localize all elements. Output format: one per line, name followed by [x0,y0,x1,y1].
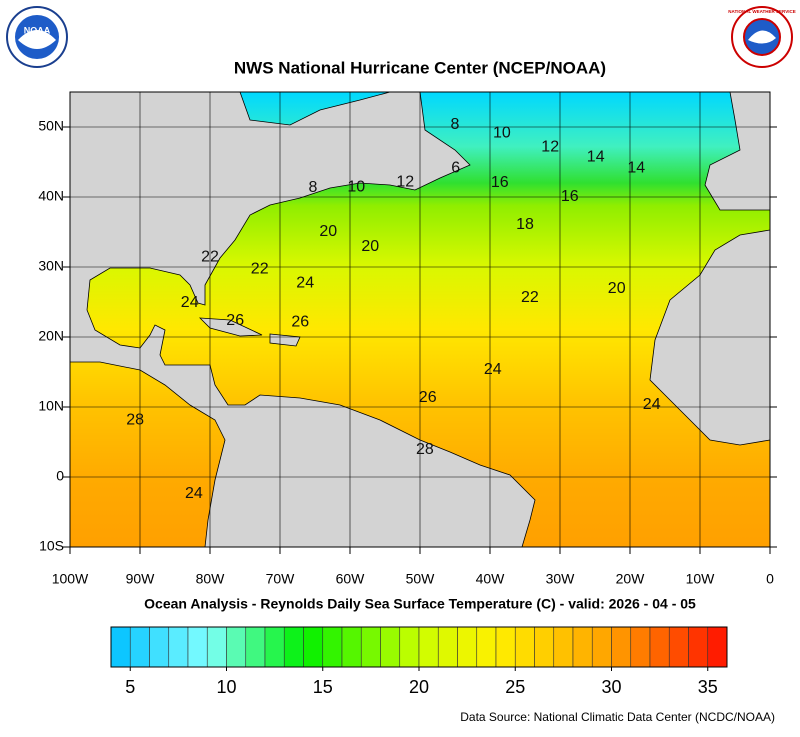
y-tick-label: 50N [38,118,64,134]
colorbar-box [649,626,670,668]
contour-label: 28 [126,412,144,429]
x-tick-label: 40W [476,571,506,587]
colorbar-tick-label: 10 [216,677,236,697]
colorbar-box [322,626,343,668]
x-tick-label: 0 [766,571,774,587]
contour-label: 12 [541,139,559,156]
colorbar-box [534,626,555,668]
x-tick-label: 90W [126,571,156,587]
x-tick-label: 70W [266,571,296,587]
y-tick-label: 20N [38,328,64,344]
land-cuba [198,317,263,337]
contour-label: 26 [291,314,309,331]
colorbar-box [303,626,324,668]
colorbar-tick-label: 30 [601,677,621,697]
noaa-logo: NOAA [6,6,68,68]
contour-label: 24 [185,485,203,502]
land-americas [70,92,536,547]
colorbar-box [514,626,535,668]
colorbar-tick-label: 35 [698,677,718,697]
colorbar-tick-label: 25 [505,677,525,697]
y-tick-label: 0 [56,468,64,484]
colorbar-box [226,626,247,668]
contour-label: 20 [361,238,379,255]
y-tick-label: 30N [38,258,64,274]
nws-logo-text: NATIONAL WEATHER SERVICE [728,9,795,14]
contour-label: 24 [643,396,661,413]
contour-label: 16 [561,188,579,205]
data-source: Data Source: National Climatic Data Cent… [460,710,775,724]
contour-label: 18 [516,216,534,233]
colorbar-box [688,626,709,668]
land-europe [704,92,770,211]
colorbar-box [360,626,381,668]
contour-label: 20 [608,280,626,297]
colorbar-box [149,626,170,668]
colorbar-box [437,626,458,668]
colorbar-box [418,626,439,668]
noaa-logo-text: NOAA [24,25,51,35]
contour-label: 22 [201,248,219,265]
colorbar-box [341,626,362,668]
contour-label: 14 [587,148,605,165]
y-tick-label: 40N [38,188,64,204]
contour-label: 20 [319,223,337,240]
x-tick-label: 60W [336,571,366,587]
contour-label: 8 [451,116,460,133]
colorbar-box [495,626,516,668]
contour-label: 10 [347,178,365,195]
colorbar-box [380,626,401,668]
x-tick-label: 20W [616,571,646,587]
contour-label: 10 [493,125,511,142]
colorbar-tick-label: 15 [313,677,333,697]
subtitle: Ocean Analysis - Reynolds Daily Sea Surf… [144,596,696,612]
colorbar-box [630,626,651,668]
colorbar-box [168,626,189,668]
contour-label: 26 [419,389,437,406]
colorbar-box [668,626,689,668]
x-tick-label: 100W [52,571,89,587]
colorbar-box [264,626,285,668]
colorbar-box [110,626,131,668]
colorbar-tick-label: 20 [409,677,429,697]
colorbar-box [129,626,150,668]
contour-label: 22 [521,289,539,306]
contour-label: 12 [396,174,414,191]
contour-label: 24 [296,274,314,291]
x-tick-label: 50W [406,571,436,587]
map-frame [69,91,771,548]
y-tick-label: 10N [38,398,64,414]
contour-label: 24 [484,361,502,378]
colorbar-box [457,626,478,668]
colorbar-box [591,626,612,668]
colorbar-box [245,626,266,668]
contour-label: 6 [451,160,460,177]
contour-label: 22 [251,260,269,277]
colorbar-box [206,626,227,668]
x-tick-label: 80W [196,571,226,587]
colorbar: 5 10 15 20 25 30 35 [110,626,728,697]
land-africa [649,229,770,446]
nws-logo: NATIONAL WEATHER SERVICE [728,6,796,68]
colorbar-box [707,626,728,668]
contour-label: 24 [181,294,199,311]
colorbar-box [611,626,632,668]
colorbar-box [572,626,593,668]
colorbar-box [283,626,304,668]
x-tick-label: 30W [546,571,576,587]
contour-label: 14 [627,160,645,177]
colorbar-box [553,626,574,668]
contour-label: 28 [416,441,434,458]
colorbar-box [476,626,497,668]
colorbar-tick-label: 5 [125,677,135,697]
contour-label: 26 [226,312,244,329]
colorbar-box [187,626,208,668]
colorbar-box [399,626,420,668]
x-tick-label: 10W [686,571,716,587]
contour-label: 16 [491,174,509,191]
title: NWS National Hurricane Center (NCEP/NOAA… [234,58,606,77]
contour-label: 8 [308,179,317,196]
y-tick-label: 10S [39,538,64,554]
